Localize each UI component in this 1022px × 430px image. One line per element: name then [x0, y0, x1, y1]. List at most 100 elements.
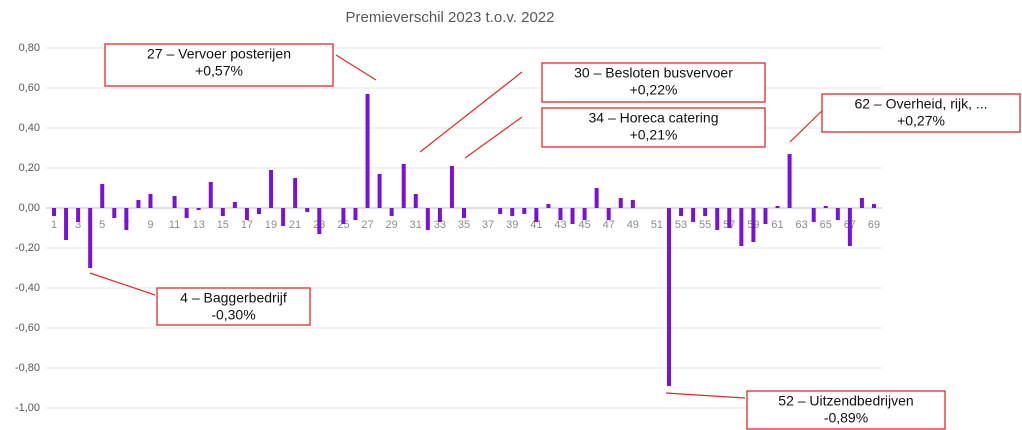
x-tick-label: 53 — [675, 219, 687, 231]
annotation-text: 30 – Besloten busvervoer — [574, 65, 733, 81]
y-tick-label: 0,00 — [19, 202, 40, 214]
bar — [317, 208, 322, 234]
annotation-connector — [89, 272, 156, 296]
x-tick-label: 37 — [482, 219, 494, 231]
bar — [618, 198, 623, 208]
bar — [546, 204, 551, 208]
x-tick-label: 35 — [458, 219, 470, 231]
y-tick-label: 0,60 — [19, 82, 40, 94]
bar — [257, 208, 261, 214]
bar — [739, 208, 744, 246]
bar — [570, 208, 575, 224]
bar — [630, 200, 635, 208]
bar — [847, 208, 852, 246]
x-tick-label: 3 — [75, 219, 81, 231]
bar — [715, 208, 720, 230]
bar — [462, 208, 466, 218]
x-tick-label: 43 — [554, 219, 566, 231]
x-tick-label: 11 — [169, 219, 180, 231]
bar — [389, 208, 394, 216]
bar — [425, 208, 430, 230]
bar — [52, 208, 56, 216]
bar — [823, 206, 828, 208]
bar — [787, 154, 792, 208]
bar — [377, 174, 382, 208]
bar — [76, 208, 81, 222]
annotation-text: -0,30% — [211, 307, 255, 323]
bar — [184, 208, 189, 218]
y-tick-label: 0,80 — [19, 42, 40, 54]
y-tick-label: -0,80 — [15, 362, 40, 374]
bar — [859, 198, 864, 208]
x-tick-label: 65 — [820, 219, 832, 231]
x-tick-label: 21 — [289, 219, 301, 231]
annotation-box — [541, 107, 766, 148]
bar — [220, 208, 225, 216]
annotation-text: +0,27% — [897, 113, 945, 129]
bar — [835, 208, 840, 220]
x-tick-label: 13 — [193, 219, 205, 231]
x-tick-label: 69 — [868, 219, 880, 231]
x-tick-label: 49 — [627, 219, 639, 231]
bar — [353, 208, 358, 220]
bar — [244, 208, 249, 220]
x-tick-label: 33 — [434, 219, 446, 231]
bar — [534, 208, 539, 222]
x-tick-label: 47 — [603, 219, 615, 231]
y-tick-label: 0,20 — [19, 162, 40, 174]
x-tick-label: 17 — [241, 219, 253, 231]
bar — [703, 208, 708, 216]
x-tick-label: 51 — [651, 219, 663, 231]
bar — [449, 166, 454, 208]
x-tick-label: 63 — [796, 219, 808, 231]
bar — [124, 208, 129, 230]
bar — [196, 208, 201, 210]
bar — [811, 208, 816, 222]
bar — [64, 208, 69, 240]
bar — [172, 196, 177, 208]
x-tick-label: 61 — [771, 219, 783, 231]
annotation-text: 52 – Uitzendbedrijven — [778, 393, 913, 409]
bar — [558, 208, 563, 220]
x-tick-label: 41 — [530, 219, 542, 231]
bar — [88, 208, 93, 268]
x-tick-label: 29 — [386, 219, 398, 231]
bar — [305, 208, 310, 212]
bar — [582, 208, 587, 220]
annotation-text: 34 – Horeca catering — [589, 110, 719, 126]
bar — [510, 208, 515, 216]
annotation-box — [746, 390, 946, 430]
x-tick-label: 39 — [506, 219, 518, 231]
annotation-text: 27 – Vervoer posterijen — [147, 46, 291, 62]
bar — [763, 208, 768, 224]
annotation-text: 62 – Overheid, rijk, ... — [854, 96, 987, 112]
chart-title: Premieverschil 2023 t.o.v. 2022 — [346, 9, 555, 26]
x-tick-label: 27 — [361, 219, 373, 231]
annotation-box — [156, 287, 311, 326]
bar — [751, 208, 756, 242]
x-tick-label: 9 — [147, 219, 153, 231]
bar — [775, 206, 780, 208]
bar — [269, 170, 274, 208]
bar — [437, 208, 442, 222]
x-tick-label: 45 — [578, 219, 590, 231]
annotation-box — [104, 43, 334, 87]
bar — [522, 208, 527, 214]
bar — [148, 194, 153, 208]
x-tick-label: 19 — [265, 219, 277, 231]
annotation-connector — [464, 116, 523, 159]
bar — [691, 208, 696, 222]
bar — [341, 208, 346, 224]
bar — [100, 184, 105, 208]
bar — [498, 208, 503, 214]
annotation-connector — [419, 71, 523, 153]
x-tick-label: 5 — [99, 219, 105, 231]
bar — [594, 188, 599, 208]
y-tick-label: -0,60 — [15, 322, 40, 334]
annotation-text: +0,21% — [630, 127, 678, 143]
annotation-text: -0,89% — [824, 410, 868, 426]
x-tick-label: 25 — [337, 219, 349, 231]
bar — [281, 208, 286, 226]
y-tick-label: 0,40 — [19, 122, 40, 134]
